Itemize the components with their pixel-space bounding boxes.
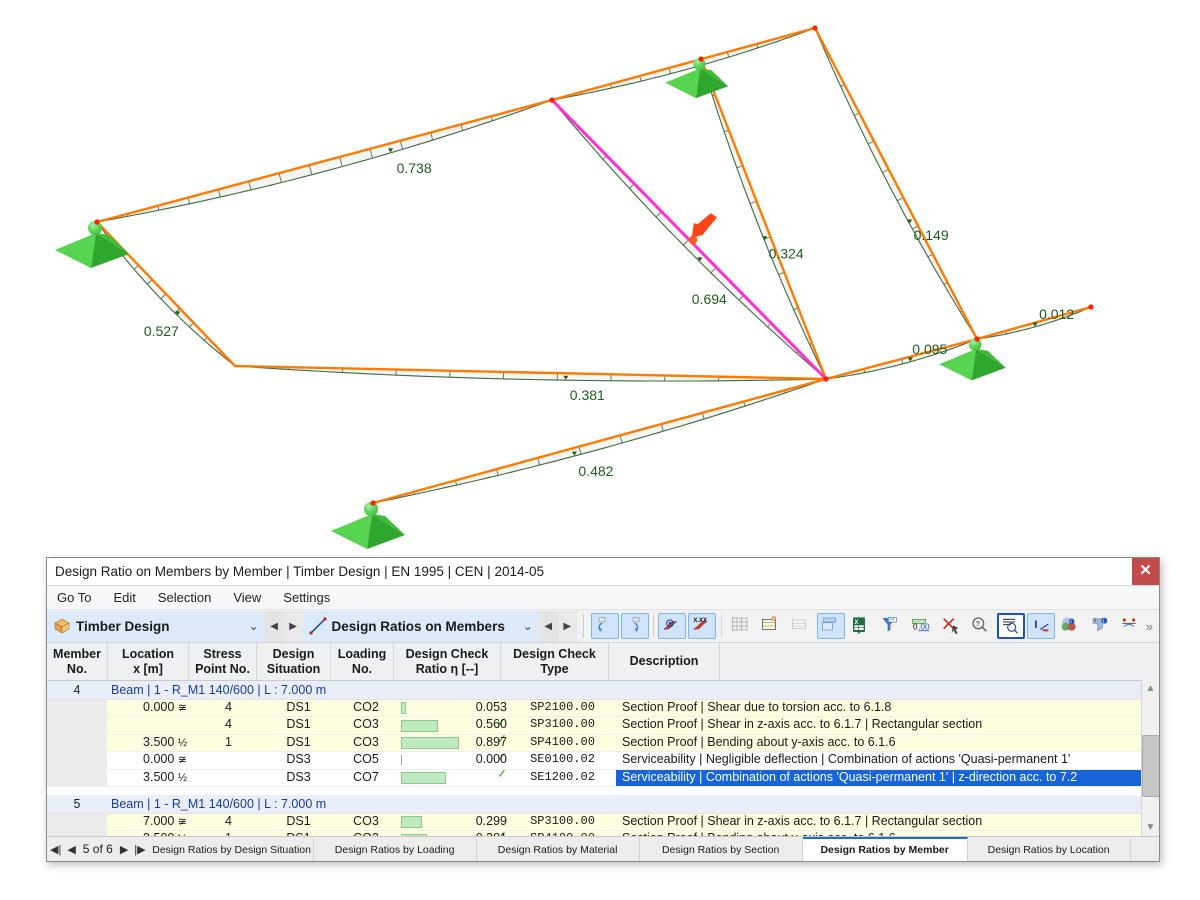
svg-text:0.095: 0.095 — [912, 341, 947, 357]
svg-text:0.012: 0.012 — [1039, 306, 1074, 322]
svg-text:0.324: 0.324 — [769, 246, 804, 262]
svg-text:0.149: 0.149 — [914, 227, 949, 243]
svg-text:0.381: 0.381 — [570, 387, 605, 403]
svg-text:i: i — [1070, 619, 1071, 624]
svg-text:X: X — [854, 620, 858, 626]
svg-text:I: I — [1034, 619, 1037, 631]
svg-text:0: 0 — [913, 622, 918, 631]
svg-text:0.694: 0.694 — [692, 291, 727, 307]
svg-text:i: i — [1103, 618, 1104, 623]
svg-text:.00: .00 — [918, 622, 930, 631]
svg-text:0.482: 0.482 — [578, 463, 613, 479]
svg-text:X.XX: X.XX — [693, 618, 707, 624]
svg-text:0.738: 0.738 — [397, 160, 432, 176]
svg-text:?: ? — [975, 619, 980, 628]
svg-text:0.527: 0.527 — [144, 323, 179, 339]
